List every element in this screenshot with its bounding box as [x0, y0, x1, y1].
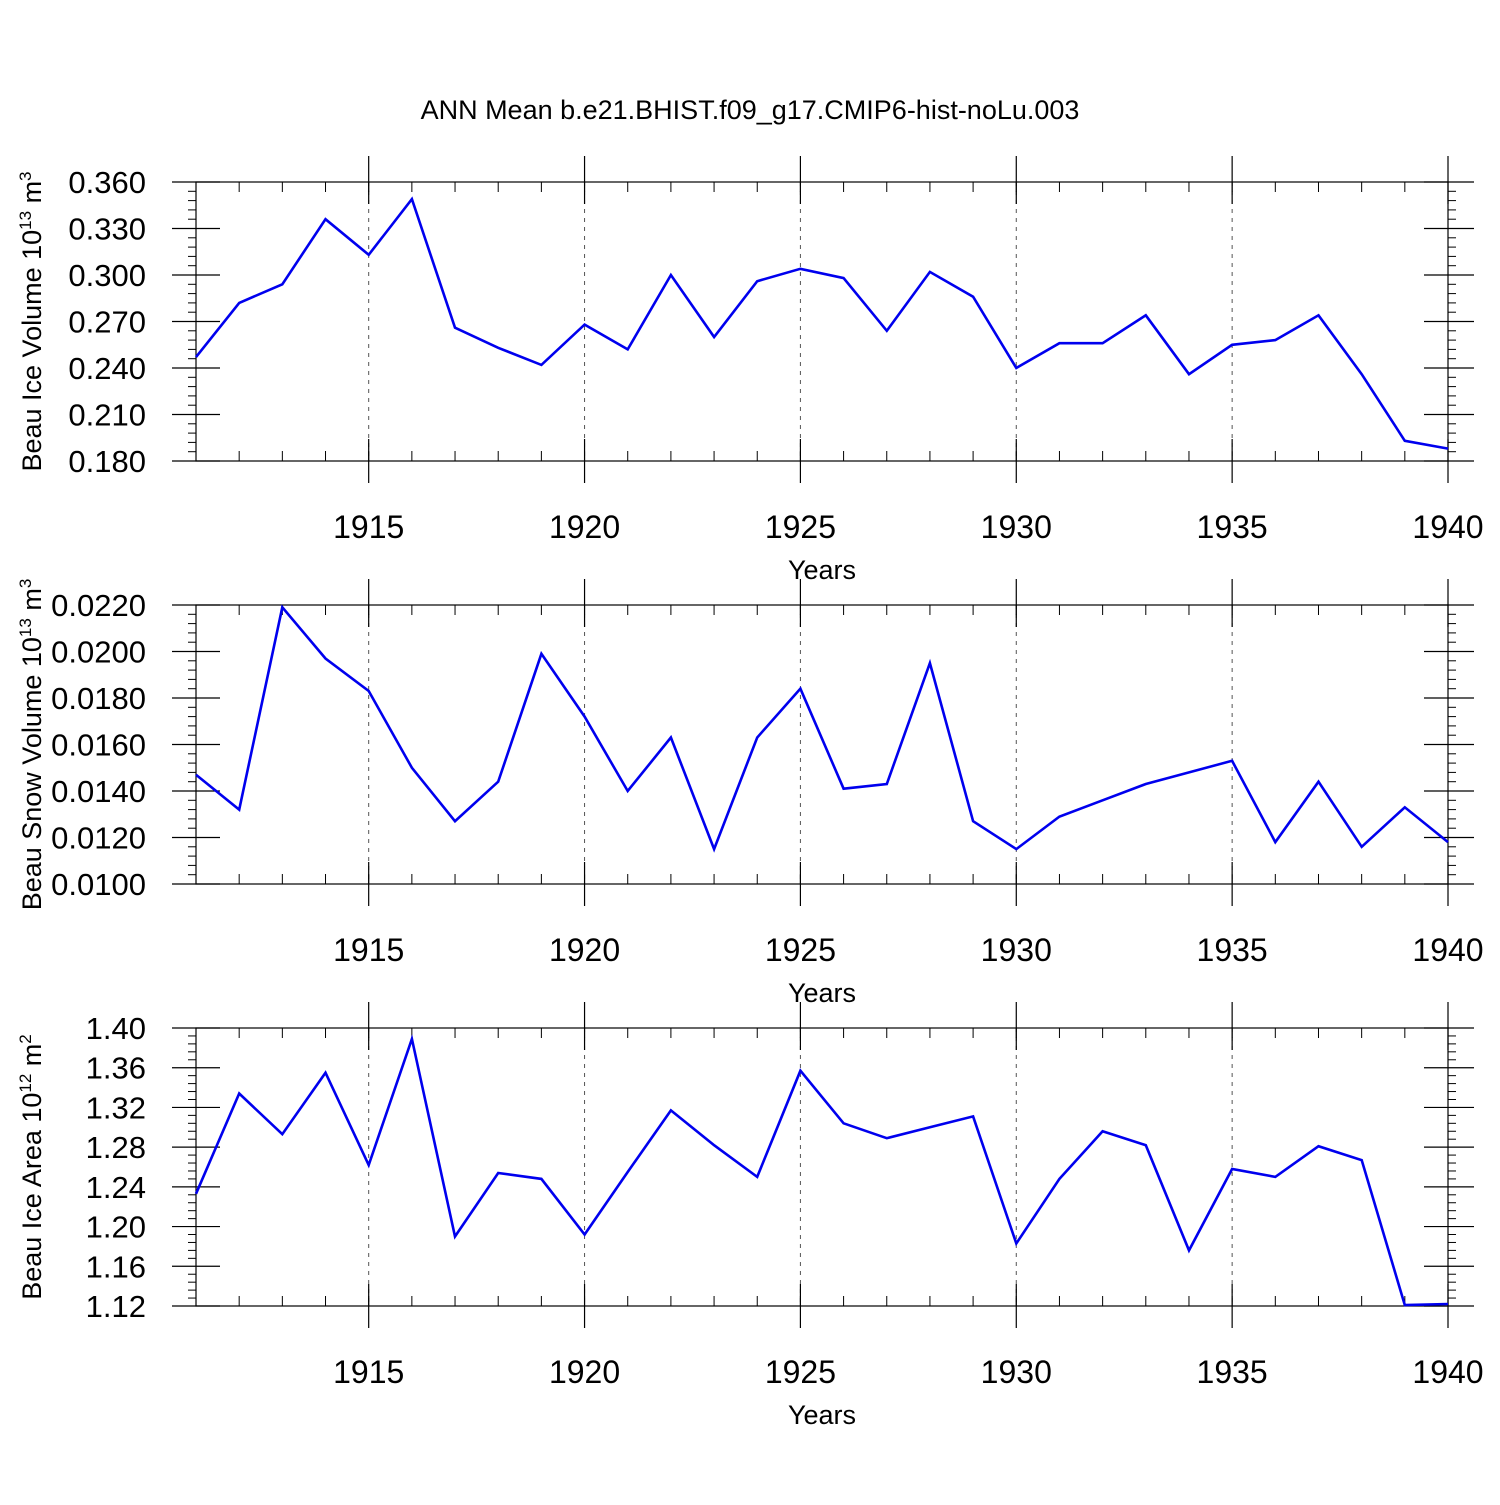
x-tick-label: 1925	[765, 509, 836, 545]
y-axis-label-text: m	[17, 181, 47, 211]
y-tick-label: 1.36	[86, 1051, 146, 1086]
chart-title: ANN Mean b.e21.BHIST.f09_g17.CMIP6-hist-…	[421, 95, 1080, 125]
data-series-line	[195, 604, 1449, 853]
y-tick-label: 0.0160	[51, 728, 146, 763]
y-axis-label-text: Beau Ice Volume 10	[17, 230, 47, 472]
x-tick-label: 1925	[765, 932, 836, 968]
x-tick-label: 1935	[1197, 932, 1268, 968]
x-axis-label: Years	[788, 978, 856, 1008]
y-tick-label: 0.0120	[51, 821, 146, 856]
y-tick-label: 0.210	[68, 398, 146, 433]
y-tick-label: 1.28	[86, 1130, 146, 1165]
x-tick-label: 1935	[1197, 1354, 1268, 1390]
x-axis-label: Years	[788, 1400, 856, 1430]
x-tick-label: 1920	[549, 509, 620, 545]
y-axis-label-superscript: 12	[16, 1074, 35, 1093]
y-axis-label: Beau Snow Volume 1013 m3	[16, 579, 47, 911]
y-tick-label: 1.16	[86, 1249, 146, 1284]
y-axis-label-text: m	[17, 1044, 47, 1074]
x-tick-label: 1930	[981, 1354, 1052, 1390]
x-tick-label: 1915	[333, 509, 404, 545]
y-axis-label-superscript: 3	[16, 579, 35, 588]
y-tick-label: 1.40	[86, 1011, 146, 1046]
x-tick-label: 1940	[1412, 932, 1483, 968]
y-tick-label: 0.180	[68, 444, 146, 479]
y-axis-label: Beau Ice Volume 1013 m3	[16, 171, 47, 471]
y-axis-label-text: m	[17, 588, 47, 618]
y-tick-label: 0.0180	[51, 681, 146, 716]
y-tick-label: 0.270	[68, 305, 146, 340]
y-tick-label: 0.360	[68, 165, 146, 200]
y-axis-label: Beau Ice Area 1012 m2	[16, 1034, 47, 1300]
x-tick-label: 1940	[1412, 1354, 1483, 1390]
y-axis-label-text: Beau Ice Area 10	[17, 1093, 47, 1300]
y-axis-label-superscript: 13	[16, 211, 35, 230]
x-tick-label: 1915	[333, 932, 404, 968]
plot-frame	[195, 181, 1449, 462]
data-series-line	[194, 1034, 1449, 1307]
x-tick-label: 1920	[549, 932, 620, 968]
y-axis-label-superscript: 3	[16, 171, 35, 180]
x-tick-label: 1930	[981, 932, 1052, 968]
y-tick-label: 1.24	[86, 1170, 146, 1205]
y-tick-label: 1.12	[86, 1289, 146, 1324]
chart-panel-1: 0.180 0.210 0.240 0.270 0.300 0.330 0.360 1915 1…	[16, 156, 1484, 585]
y-tick-label: 0.0200	[51, 635, 146, 670]
y-tick-label: 0.0140	[51, 774, 146, 809]
y-axis-label-superscript: 13	[16, 618, 35, 637]
x-tick-label: 1925	[765, 1354, 836, 1390]
y-tick-label: 1.20	[86, 1210, 146, 1245]
x-axis-label: Years	[788, 555, 856, 585]
x-tick-label: 1935	[1197, 509, 1268, 545]
x-tick-label: 1920	[549, 1354, 620, 1390]
y-tick-label: 0.330	[68, 212, 146, 247]
y-tick-label: 1.32	[86, 1090, 146, 1125]
y-tick-label: 0.0220	[51, 588, 146, 623]
y-axis-label-text: Beau Snow Volume 10	[17, 637, 47, 910]
chart-panel-2: 0.0100 0.0120 0.0140 0.0160 0.0180 0.0200 0.02…	[16, 579, 1484, 1008]
chart-panel-3: 1.12 1.16 1.20 1.24 1.28 1.32 1.36 1.40 1915 1920…	[16, 1002, 1484, 1430]
y-tick-label: 0.300	[68, 258, 146, 293]
x-tick-label: 1940	[1412, 509, 1483, 545]
x-tick-label: 1915	[333, 1354, 404, 1390]
x-tick-label: 1930	[981, 509, 1052, 545]
plot-frame	[195, 1027, 1449, 1307]
y-tick-label: 0.0100	[51, 867, 146, 902]
plot-frame	[195, 604, 1449, 885]
y-axis-label-superscript: 2	[16, 1034, 35, 1043]
data-series-line	[194, 196, 1449, 450]
y-tick-label: 0.240	[68, 351, 146, 386]
